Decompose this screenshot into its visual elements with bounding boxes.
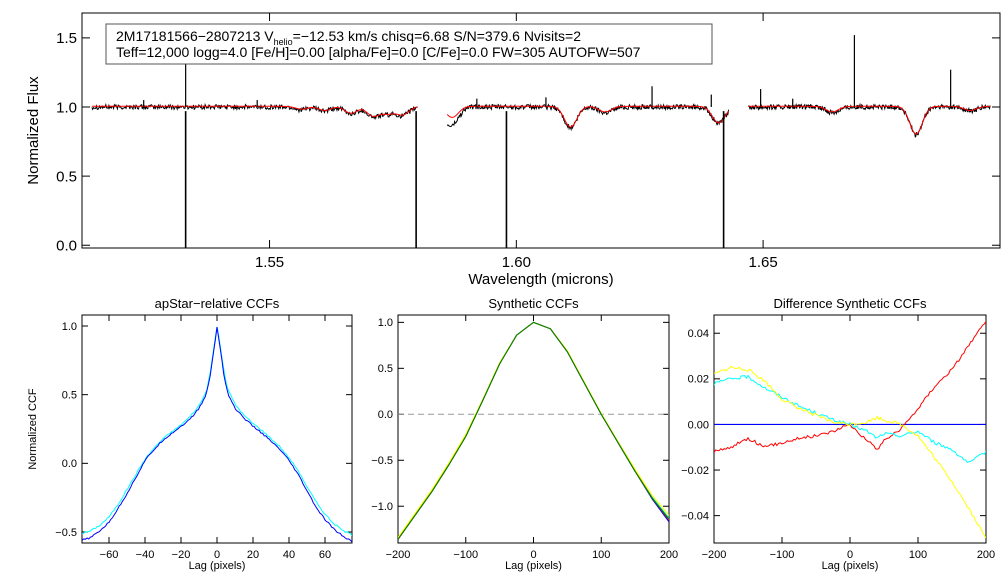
x-tick-label: −100	[770, 549, 795, 561]
x-tick-label: 40	[283, 549, 295, 561]
difference-ccf-panel: −200 −100 0 100 200 −0.04 −0.02 0.00 0.02 0.04 Dif…	[681, 296, 995, 572]
legend-line-1: 2M17181566−2807213 Vhelio=−12.53 km/s ch…	[116, 28, 581, 47]
series-line-green	[398, 321, 669, 540]
x-tick-label: −20	[172, 549, 191, 561]
y-tick-label: 0.5	[62, 390, 77, 402]
legend-vhelio-sub: helio	[274, 37, 293, 47]
x-tick-label: −200	[386, 549, 411, 561]
x-tick-label: 60	[319, 549, 331, 561]
x-tick-label: 0	[847, 549, 853, 561]
series-line-visit-2	[82, 326, 352, 536]
y-tick-label: −0.5	[371, 455, 393, 467]
y-tick-label: 0.0	[378, 409, 393, 421]
model-spectrum-line	[748, 105, 991, 135]
y-tick-label: 0.5	[378, 363, 393, 375]
y-tick-label: 0.00	[688, 419, 709, 431]
y-tick-label: −0.04	[681, 510, 709, 522]
spectrum-panel: 1.55 1.60 1.65 0.0 0.5 1.0 1.5 Wavelength (micr…	[25, 12, 1001, 288]
y-tick-label: −0.02	[681, 465, 709, 477]
x-axis-label: Lag (pixels)	[505, 560, 562, 572]
y-tick-label: 0.02	[688, 374, 709, 386]
x-axis-label: Lag (pixels)	[189, 560, 246, 572]
legend-line-1-values: =−12.53 km/s chisq=6.68 S/N=379.6 Nvisit…	[293, 28, 582, 44]
y-tick-label: 1.0	[378, 317, 393, 329]
synthetic-ccf-panel: −200 −100 0 100 200 −1.0 −0.5 0.0 0.5 1.0 Syntheti…	[371, 296, 678, 572]
x-tick-label: −100	[453, 549, 478, 561]
series-group	[714, 321, 986, 538]
x-tick-label: −200	[702, 549, 727, 561]
observed-spectrum-line	[747, 102, 991, 138]
y-tick-label: 1.0	[56, 99, 77, 116]
legend-star-id: 2M17181566−2807213 V	[116, 28, 274, 44]
model-spectrum-line	[446, 105, 729, 128]
series-line-visit-1	[82, 326, 352, 543]
x-tick-label: 200	[660, 549, 678, 561]
x-tick-label: 100	[592, 549, 610, 561]
series-line-cyan	[714, 374, 986, 464]
series-line-red	[714, 321, 986, 453]
apstar-ccf-panel: −60 −40 −20 0 20 40 60 −0.5 0.0 0.5 1.0 apStar−rela…	[27, 296, 353, 572]
y-tick-label: 0.04	[688, 328, 709, 340]
x-tick-label: 1.60	[502, 254, 531, 271]
x-tick-label: 0	[214, 549, 220, 561]
y-axis-label: Normalized CCF	[27, 388, 39, 470]
panel-title: apStar−relative CCFs	[155, 296, 280, 311]
model-spectrum-line	[91, 105, 418, 117]
x-axis-label: Lag (pixels)	[822, 560, 879, 572]
plot-frame	[81, 12, 1001, 249]
y-tick-label: 0.0	[56, 237, 77, 254]
y-tick-label: −0.5	[55, 527, 77, 539]
series-group	[398, 321, 669, 540]
x-tick-label: 200	[977, 549, 995, 561]
series-group	[82, 326, 352, 543]
series-line-yellow	[714, 365, 986, 538]
y-tick-label: 0.5	[56, 168, 77, 185]
series-group	[91, 35, 991, 248]
x-tick-label: 1.65	[748, 254, 777, 271]
y-tick-label: 0.0	[62, 458, 77, 470]
panel-title: Difference Synthetic CCFs	[774, 296, 927, 311]
y-tick-label: −1.0	[371, 501, 393, 513]
x-tick-label: 20	[247, 549, 259, 561]
legend-box	[105, 23, 713, 65]
legend-line-2: Teff=12,000 logg=4.0 [Fe/H]=0.00 [alpha/…	[116, 44, 641, 60]
x-tick-label: 100	[909, 549, 927, 561]
x-tick-label: 1.55	[255, 254, 284, 271]
y-axis-label: Normalized Flux	[25, 76, 42, 185]
x-tick-label: 0	[530, 549, 536, 561]
x-tick-label: −60	[100, 549, 119, 561]
panel-title: Synthetic CCFs	[488, 296, 579, 311]
y-tick-label: 1.0	[62, 321, 77, 333]
x-tick-label: −40	[136, 549, 155, 561]
y-tick-label: 1.5	[56, 30, 77, 47]
x-axis-label: Wavelength (microns)	[468, 271, 613, 288]
